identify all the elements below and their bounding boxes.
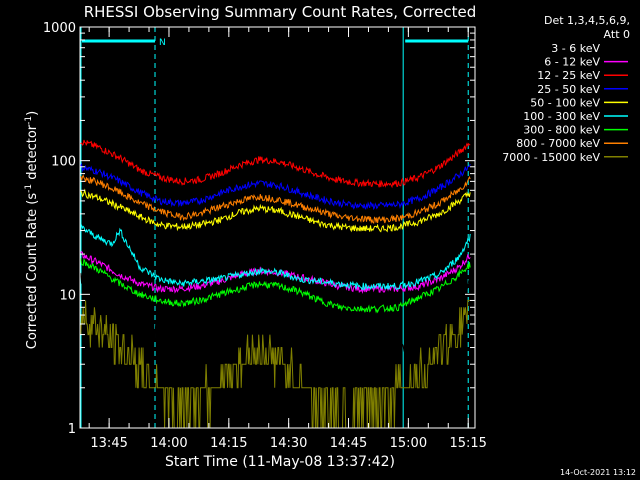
axes: 1 10 100 1000 13:45 14:00 14:15 14:30 14:45 15:00… (43, 21, 487, 451)
legend-label: 300 - 800 keV (523, 124, 600, 137)
series-line-1 (79, 250, 471, 295)
x-axis-label: Start Time (11-May-08 13:37:42) (165, 454, 395, 470)
series-line-4 (79, 188, 471, 233)
chart-title: RHESSI Observing Summary Count Rates, Co… (84, 3, 477, 21)
y-axis-label-sup1: -1 (24, 184, 34, 193)
legend-label: 3 - 6 keV (551, 42, 600, 55)
series-line-7 (79, 174, 471, 224)
series-line-3 (79, 162, 471, 211)
legend-label: 50 - 100 keV (530, 96, 600, 109)
legend-label: 6 - 12 keV (544, 56, 600, 69)
legend-label: 100 - 300 keV (523, 110, 600, 123)
y-axis-label-end: ) (25, 111, 40, 116)
x-tick-label: 15:15 (449, 436, 486, 451)
series-line-5 (79, 223, 471, 291)
legend-header-line1: Det 1,3,4,5,6,9, (544, 14, 630, 27)
x-tick-label: 14:45 (330, 436, 367, 451)
x-tick-label: 14:00 (150, 436, 187, 451)
timestamp: 14-Oct-2021 13:12 (560, 468, 636, 477)
x-tick-label: 14:30 (270, 436, 307, 451)
y-tick-label: 10 (59, 288, 76, 303)
x-tick-label: 13:45 (90, 436, 127, 451)
legend-label: 800 - 7000 keV (516, 137, 600, 150)
series-line-8 (79, 299, 471, 429)
y-tick-label: 1000 (43, 21, 76, 36)
y-tick-label: 1 (68, 422, 76, 437)
flag-label: N (159, 38, 166, 48)
series-line-6 (79, 258, 471, 314)
legend-label: 7000 - 15000 keV (502, 151, 600, 164)
y-axis-label: Corrected Count Rate (s-1 detector-1) (24, 111, 40, 349)
x-tick-label: 15:00 (390, 436, 427, 451)
y-axis-label-sup2: -1 (24, 116, 34, 125)
y-axis-label-mid: detector (25, 124, 40, 184)
legend-label: 12 - 25 keV (537, 69, 600, 82)
y-tick-label: 100 (51, 155, 76, 170)
legend-label: 25 - 50 keV (537, 83, 600, 96)
x-tick-label: 14:15 (210, 436, 247, 451)
series-group (79, 139, 471, 429)
plot-frame (79, 26, 476, 429)
legend-header-line2: Att 0 (604, 28, 630, 41)
series-line-2 (79, 139, 471, 189)
series-line-0 (79, 269, 471, 355)
y-axis-label-start: Corrected Count Rate (s (25, 193, 40, 350)
